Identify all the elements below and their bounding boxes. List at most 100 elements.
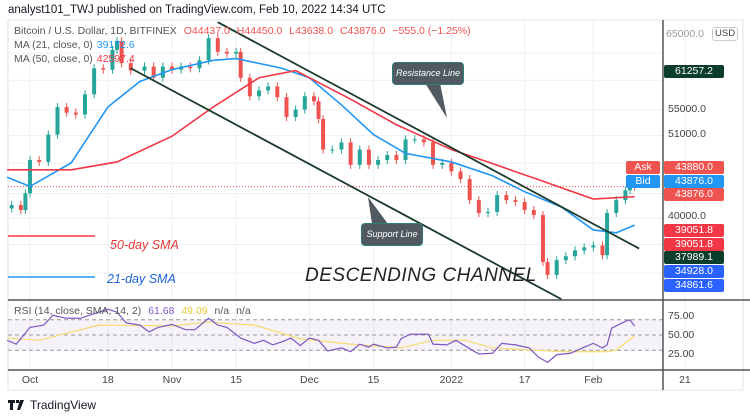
price-badge: 61257.2 bbox=[664, 65, 724, 78]
candle bbox=[316, 101, 321, 119]
candle bbox=[531, 210, 536, 216]
candle bbox=[197, 60, 202, 69]
time-label: Dec bbox=[300, 374, 319, 386]
ma21-line bbox=[6, 57, 635, 234]
candle bbox=[330, 149, 335, 151]
ma50-legend[interactable]: MA (50, close, 0) 42597.4 bbox=[14, 53, 135, 65]
candle bbox=[128, 63, 133, 71]
resistance-callout-pointer bbox=[425, 83, 447, 118]
candle bbox=[257, 90, 261, 97]
candle bbox=[486, 211, 490, 214]
time-label: Nov bbox=[162, 374, 182, 386]
symbol-legend: Bitcoin / U.S. Dollar, 1D, BITFINEX O444… bbox=[14, 25, 471, 37]
candle bbox=[284, 97, 289, 117]
candle bbox=[421, 139, 426, 143]
candle bbox=[23, 193, 28, 211]
candle bbox=[247, 77, 252, 97]
candle bbox=[412, 139, 417, 141]
ohlc-high: H44450.0 bbox=[236, 25, 283, 37]
ohlc-close: C43876.0 bbox=[339, 25, 386, 37]
rsi-label: RSI (14, close, SMA, 14, 2) bbox=[14, 305, 142, 317]
candle bbox=[151, 66, 156, 78]
candle bbox=[403, 139, 408, 160]
price-label: 65000.0 bbox=[666, 28, 704, 40]
candle bbox=[188, 66, 193, 69]
candle bbox=[293, 109, 298, 117]
candle bbox=[476, 200, 481, 214]
ohlc-open: O44437.0 bbox=[183, 25, 230, 37]
candle bbox=[582, 247, 587, 251]
rsi-sma-line bbox=[7, 321, 635, 353]
time-label: Feb bbox=[584, 374, 603, 386]
candle bbox=[92, 68, 97, 95]
sma21-note: 21-day SMA bbox=[107, 272, 176, 286]
candle bbox=[545, 262, 550, 275]
ohlc-change: −555.0 (−1.25%) bbox=[392, 25, 471, 37]
candle bbox=[142, 66, 147, 71]
rsi-na-1: n/a bbox=[214, 305, 230, 317]
candle bbox=[540, 215, 545, 263]
ma50-label: MA (50, close, 0) bbox=[14, 53, 93, 65]
price-badge: 43880.0 bbox=[664, 161, 724, 174]
candle bbox=[82, 94, 87, 115]
price-badge: 43876.0 bbox=[664, 175, 724, 188]
candle bbox=[458, 171, 463, 180]
rsi-na-2: n/a bbox=[236, 305, 251, 317]
rsi-line bbox=[6, 308, 636, 364]
ma21-legend[interactable]: MA (21, close, 0) 39172.6 bbox=[14, 39, 135, 51]
candle bbox=[366, 149, 371, 165]
ask-badge: Ask bbox=[626, 161, 660, 174]
candle bbox=[554, 260, 559, 275]
candle bbox=[55, 107, 60, 135]
candle bbox=[504, 195, 509, 201]
ma50-line bbox=[7, 69, 635, 200]
candle bbox=[115, 41, 120, 50]
price-badge: 39051.8 bbox=[664, 238, 724, 251]
support-line bbox=[130, 67, 562, 300]
candle bbox=[605, 213, 610, 256]
time-label: 18 bbox=[102, 374, 114, 386]
chart-frame bbox=[7, 19, 744, 391]
currency-badge: USD bbox=[712, 27, 739, 41]
price-badge: 34928.0 bbox=[664, 265, 724, 278]
candle bbox=[169, 66, 174, 70]
rsi-legend[interactable]: RSI (14, close, SMA, 14, 2) 61.68 49.09 … bbox=[14, 305, 251, 317]
candle bbox=[224, 51, 229, 54]
bid-badge: Bid bbox=[626, 175, 660, 188]
symbol-name: Bitcoin / U.S. Dollar, 1D, BITFINEX bbox=[14, 25, 177, 37]
candle bbox=[623, 190, 628, 201]
candle bbox=[215, 38, 220, 52]
candle bbox=[591, 245, 596, 248]
candle bbox=[321, 118, 326, 150]
price-badge: 37989.1 bbox=[664, 251, 724, 264]
price-label: 51000.0 bbox=[668, 128, 706, 141]
time-label: 15 bbox=[367, 374, 380, 386]
candle bbox=[385, 155, 390, 160]
sma50-note: 50-day SMA bbox=[110, 238, 179, 252]
time-label: 2022 bbox=[439, 374, 464, 386]
tradingview-logo[interactable]: TradingView bbox=[8, 398, 96, 412]
support-callout-pointer bbox=[368, 197, 388, 224]
candle bbox=[600, 245, 605, 256]
resistance-line bbox=[217, 21, 640, 250]
time-label: Oct bbox=[21, 374, 39, 386]
candle bbox=[449, 162, 454, 172]
price-label: 55000.0 bbox=[668, 102, 706, 115]
candle bbox=[467, 179, 472, 201]
candle bbox=[110, 49, 115, 70]
candle bbox=[339, 142, 344, 150]
candle bbox=[266, 86, 271, 91]
time-label: 15 bbox=[230, 374, 242, 386]
candle bbox=[101, 68, 106, 70]
price-badge: 39051.8 bbox=[664, 224, 724, 237]
candle bbox=[46, 134, 51, 162]
candle bbox=[614, 200, 619, 214]
candle bbox=[440, 162, 445, 165]
ma50-value: 42597.4 bbox=[96, 53, 135, 65]
candle bbox=[302, 96, 307, 110]
candle bbox=[431, 142, 436, 165]
candle bbox=[495, 195, 500, 212]
candle bbox=[64, 107, 69, 113]
support-line-callout: Support Line bbox=[361, 223, 423, 246]
